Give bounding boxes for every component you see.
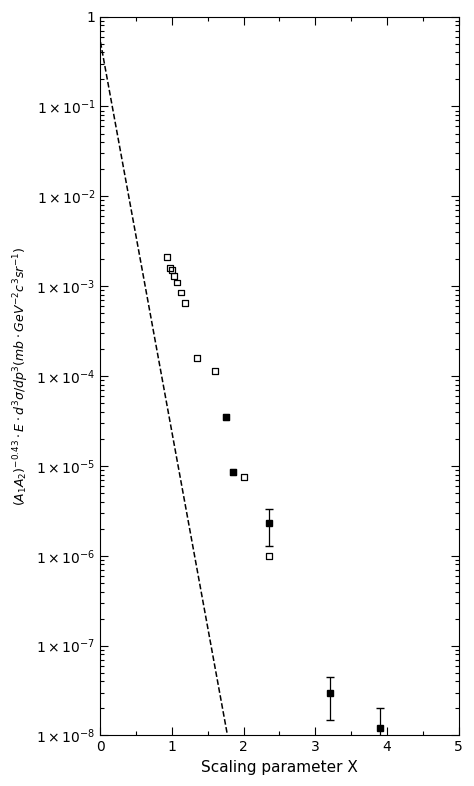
Point [193, 351, 201, 364]
Point [166, 262, 174, 274]
Point [222, 411, 229, 424]
Y-axis label: $(A_1A_2)^{-0.43}\cdot E\cdot d^3\sigma/dp^3(mb\cdot GeV^{-2}c^3sr^{-1})$: $(A_1A_2)^{-0.43}\cdot E\cdot d^3\sigma/… [11, 246, 31, 506]
Point [171, 270, 178, 282]
Point [168, 264, 176, 277]
Point [177, 286, 184, 299]
Point [229, 466, 237, 479]
Point [211, 364, 219, 376]
Point [181, 296, 189, 309]
Point [163, 251, 171, 263]
Point [265, 549, 273, 562]
Point [240, 471, 247, 483]
X-axis label: Scaling parameter X: Scaling parameter X [201, 760, 358, 775]
Point [222, 411, 229, 424]
Point [229, 466, 237, 479]
Point [173, 276, 181, 288]
